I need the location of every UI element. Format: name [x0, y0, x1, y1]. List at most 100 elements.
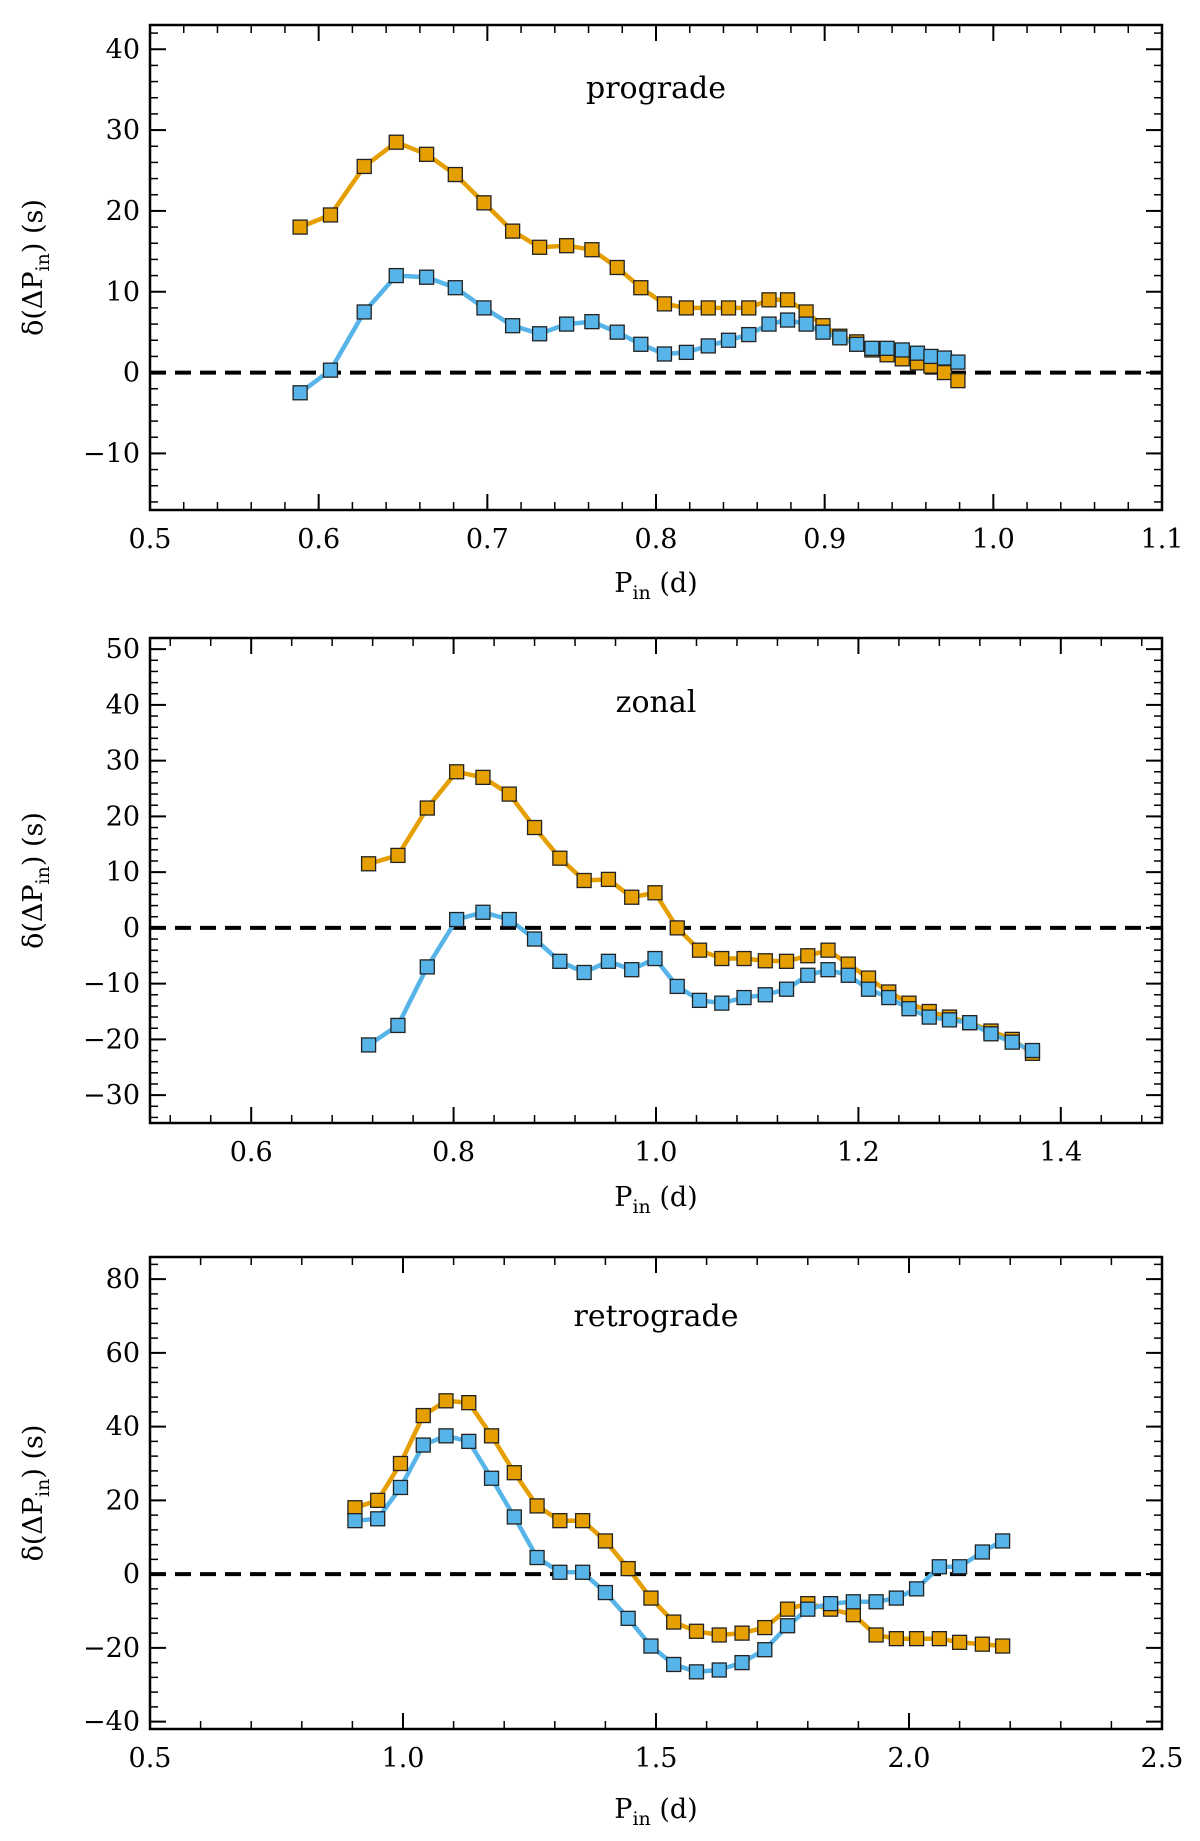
data-point-orange: [734, 1625, 750, 1641]
data-point-orange: [552, 1513, 568, 1529]
data-point-blue: [360, 1037, 377, 1053]
data-point-blue: [609, 324, 625, 340]
data-point-blue: [506, 1509, 522, 1525]
y-tick-label: 20: [106, 1485, 140, 1516]
data-point-orange: [347, 1500, 363, 1516]
data-point-blue: [501, 911, 517, 928]
x-axis-label-unit: (d): [651, 568, 698, 599]
plot-frame: [148, 1255, 1164, 1731]
data-point-blue: [936, 350, 953, 366]
data-point-blue: [392, 1479, 409, 1496]
data-point-blue: [901, 1001, 917, 1017]
data-point-orange: [761, 292, 777, 308]
data-point-blue: [736, 989, 752, 1006]
data-point-blue: [822, 1595, 839, 1612]
x-tick-label: 1.4: [1039, 1137, 1082, 1168]
data-point-orange: [741, 300, 757, 316]
data-point-orange: [558, 238, 575, 254]
data-point-blue: [734, 1654, 750, 1671]
data-point-orange: [600, 871, 617, 888]
y-axis-label-main: δ(ΔP: [18, 271, 49, 335]
data-point-orange: [415, 1407, 431, 1424]
data-point-orange: [711, 1627, 727, 1643]
data-point-blue: [778, 981, 795, 997]
data-point-orange: [736, 950, 752, 967]
data-point-blue: [388, 267, 404, 284]
data-point-orange: [390, 847, 406, 864]
y-tick-label: 40: [106, 690, 140, 721]
x-axis-label-subscript: in: [632, 582, 650, 604]
x-tick-label: 0.8: [432, 1137, 475, 1168]
x-axis-label-unit: (d): [651, 1794, 698, 1825]
data-point-orange: [609, 259, 625, 276]
x-tick-label: 1.1: [1141, 524, 1184, 555]
data-point-orange: [700, 300, 716, 316]
data-point-blue: [974, 1544, 991, 1560]
data-point-blue: [347, 1513, 363, 1529]
data-point-orange: [483, 1428, 500, 1444]
data-point-orange: [778, 953, 795, 969]
data-point-blue: [584, 314, 600, 330]
data-point-orange: [666, 1614, 682, 1630]
x-axis-label: Pin (d): [614, 1182, 697, 1218]
y-tick-label: −40: [83, 1707, 140, 1738]
data-point-blue: [531, 326, 548, 342]
data-point-orange: [643, 1590, 659, 1606]
data-point-blue: [894, 342, 910, 358]
data-point-blue: [741, 326, 757, 343]
data-point-orange: [447, 166, 463, 183]
chart-panel-prograde: 0.5 0.6 0.7 0.8 0.9 1.0 1.1 −10 0 10 20 30 40 prograd…: [18, 23, 1184, 604]
data-point-blue: [633, 336, 649, 352]
data-point-orange: [845, 1607, 861, 1623]
data-point-blue: [908, 1581, 925, 1597]
data-point-orange: [678, 300, 695, 316]
data-point-orange: [820, 942, 836, 958]
data-point-blue: [700, 338, 716, 354]
data-point-blue: [475, 904, 491, 920]
data-point-blue: [688, 1664, 705, 1680]
y-axis-label-main: δ(ΔP: [18, 1497, 49, 1561]
data-point-blue: [879, 340, 895, 356]
y-tick-label: 30: [106, 115, 140, 146]
data-point-blue: [526, 931, 543, 947]
data-point-blue: [761, 316, 777, 332]
data-point-blue: [669, 978, 685, 995]
data-point-blue: [779, 1618, 796, 1634]
data-point-orange: [526, 819, 543, 836]
y-axis-label-main: δ(ΔP: [18, 884, 49, 948]
data-point-blue: [1024, 1042, 1041, 1059]
data-point-orange: [461, 1395, 477, 1411]
y-tick-label: 40: [106, 1412, 140, 1443]
chart-panel-retrograde: 0.5 1.0 1.5 2.0 2.5 −40 −20 0 20 40 60 80 retrograde…: [18, 1255, 1183, 1830]
x-tick-label: 2.0: [888, 1743, 931, 1774]
x-tick-label: 1.2: [837, 1137, 880, 1168]
data-point-orange: [574, 1513, 591, 1529]
data-point-orange: [656, 296, 673, 312]
data-point-orange: [779, 1601, 796, 1617]
data-point-blue: [447, 280, 463, 296]
data-point-blue: [576, 964, 592, 981]
data-point-orange: [388, 134, 404, 150]
data-point-blue: [950, 354, 966, 370]
data-point-blue: [647, 950, 663, 967]
data-point-blue: [845, 1594, 861, 1610]
y-tick-label: −10: [83, 438, 140, 469]
x-axis-label: Pin (d): [614, 568, 697, 604]
x-tick-label: 1.0: [635, 1137, 678, 1168]
data-point-orange: [647, 885, 663, 901]
data-point-blue: [941, 1012, 958, 1028]
y-axis-label-subscript: in: [32, 253, 54, 271]
data-point-blue: [800, 1601, 816, 1617]
data-point-orange: [714, 950, 730, 967]
data-point-blue: [800, 967, 816, 983]
data-point-blue: [815, 324, 831, 340]
data-point-orange: [757, 1619, 773, 1636]
data-point-blue: [624, 962, 640, 978]
y-tick-label: 50: [106, 634, 140, 665]
data-point-blue: [597, 1584, 614, 1601]
y-axis-label: δ(ΔPin) (s): [18, 812, 54, 949]
data-point-blue: [711, 1662, 727, 1678]
data-point-blue: [483, 1470, 500, 1486]
data-point-orange: [688, 1623, 705, 1639]
x-axis-label-unit: (d): [651, 1182, 698, 1213]
